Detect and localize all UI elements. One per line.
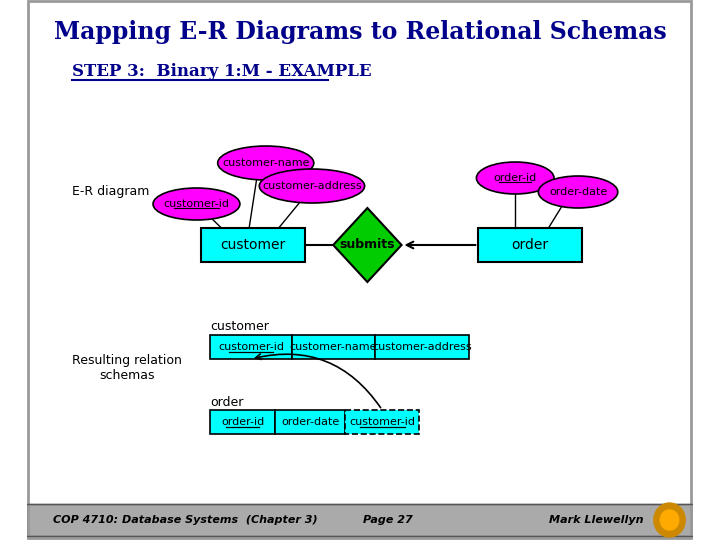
Text: order: order — [511, 238, 549, 252]
Text: customer-id: customer-id — [218, 342, 284, 352]
Circle shape — [654, 503, 685, 537]
Text: customer: customer — [220, 238, 285, 252]
Text: customer-id: customer-id — [163, 199, 230, 209]
FancyBboxPatch shape — [27, 504, 693, 536]
Text: Resulting relation
schemas: Resulting relation schemas — [72, 354, 181, 382]
FancyBboxPatch shape — [345, 410, 419, 434]
FancyBboxPatch shape — [201, 228, 305, 262]
Text: order-date: order-date — [281, 417, 339, 427]
Text: Mapping E-R Diagrams to Relational Schemas: Mapping E-R Diagrams to Relational Schem… — [53, 20, 667, 44]
FancyBboxPatch shape — [292, 335, 375, 359]
Text: customer-name: customer-name — [222, 158, 310, 168]
FancyBboxPatch shape — [478, 228, 582, 262]
Polygon shape — [333, 208, 402, 282]
Ellipse shape — [259, 169, 364, 203]
Text: customer-address: customer-address — [372, 342, 472, 352]
Text: Page 27: Page 27 — [363, 515, 413, 525]
Text: customer-name: customer-name — [289, 342, 377, 352]
Ellipse shape — [539, 176, 618, 208]
Text: Mark Llewellyn: Mark Llewellyn — [549, 515, 644, 525]
Text: order-date: order-date — [549, 187, 607, 197]
Text: COP 4710: Database Systems  (Chapter 3): COP 4710: Database Systems (Chapter 3) — [53, 515, 318, 525]
Text: customer: customer — [210, 321, 269, 334]
FancyBboxPatch shape — [210, 335, 292, 359]
Circle shape — [660, 510, 679, 530]
Text: STEP 3:  Binary 1:M - EXAMPLE: STEP 3: Binary 1:M - EXAMPLE — [72, 64, 372, 80]
FancyBboxPatch shape — [375, 335, 469, 359]
Text: order-id: order-id — [494, 173, 537, 183]
Text: order: order — [210, 395, 243, 408]
Text: customer-id: customer-id — [349, 417, 415, 427]
Text: submits: submits — [340, 239, 395, 252]
Text: order-id: order-id — [221, 417, 264, 427]
Text: customer-address: customer-address — [262, 181, 361, 191]
FancyBboxPatch shape — [210, 410, 275, 434]
Text: E-R diagram: E-R diagram — [72, 186, 149, 199]
Ellipse shape — [217, 146, 314, 180]
Ellipse shape — [477, 162, 554, 194]
FancyBboxPatch shape — [275, 410, 345, 434]
Ellipse shape — [153, 188, 240, 220]
